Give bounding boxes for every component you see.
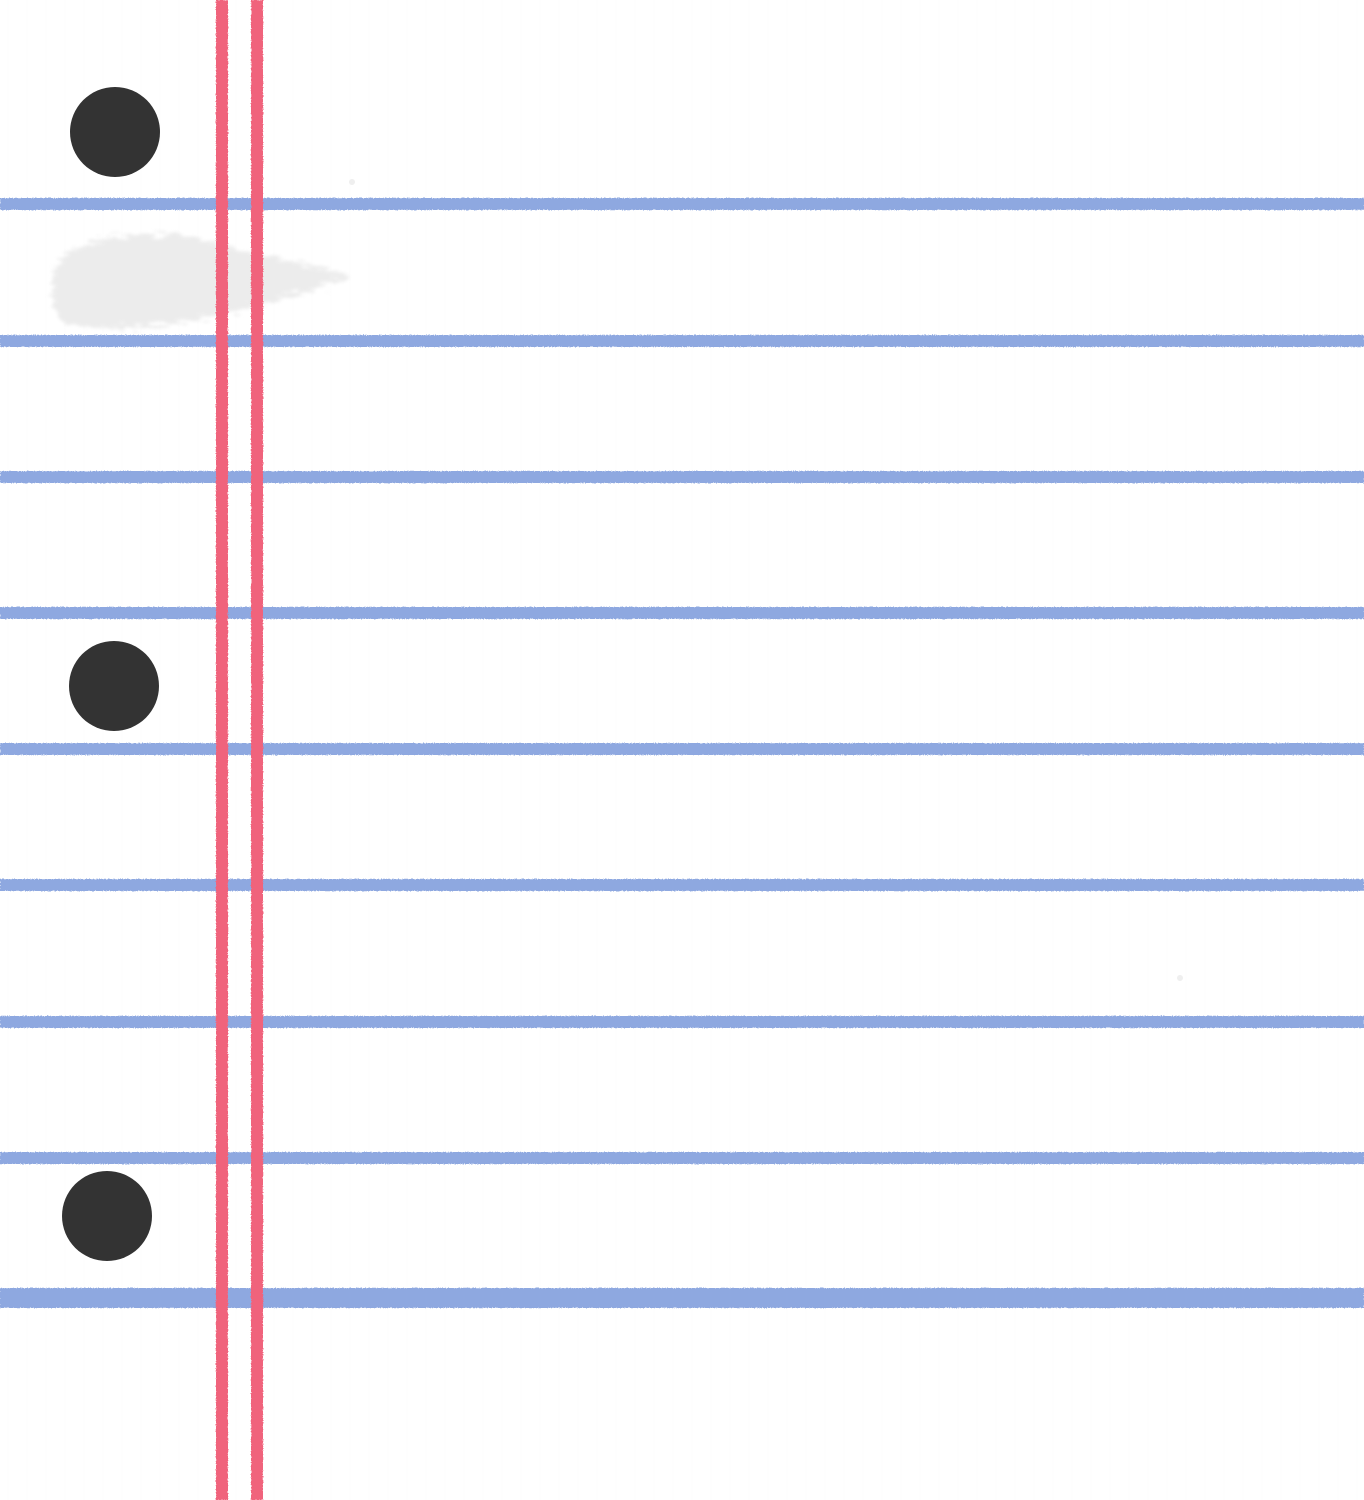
ruled-line: [0, 1152, 1364, 1164]
ruled-line: [0, 1288, 1364, 1308]
margin-line: [251, 0, 263, 1500]
punch-hole: [70, 87, 160, 177]
ruled-line: [0, 607, 1364, 619]
ruled-line: [0, 879, 1364, 891]
punch-hole: [69, 641, 159, 731]
paper-speck: [349, 179, 355, 185]
ruled-line: [0, 335, 1364, 347]
margin-line: [216, 0, 228, 1500]
ruled-line: [0, 198, 1364, 210]
ruled-line: [0, 1016, 1364, 1028]
ruled-line: [0, 471, 1364, 483]
ruled-line: [0, 743, 1364, 755]
paper-speck: [1177, 975, 1183, 981]
punch-hole: [62, 1171, 152, 1261]
eraser-smudge: [52, 233, 350, 329]
